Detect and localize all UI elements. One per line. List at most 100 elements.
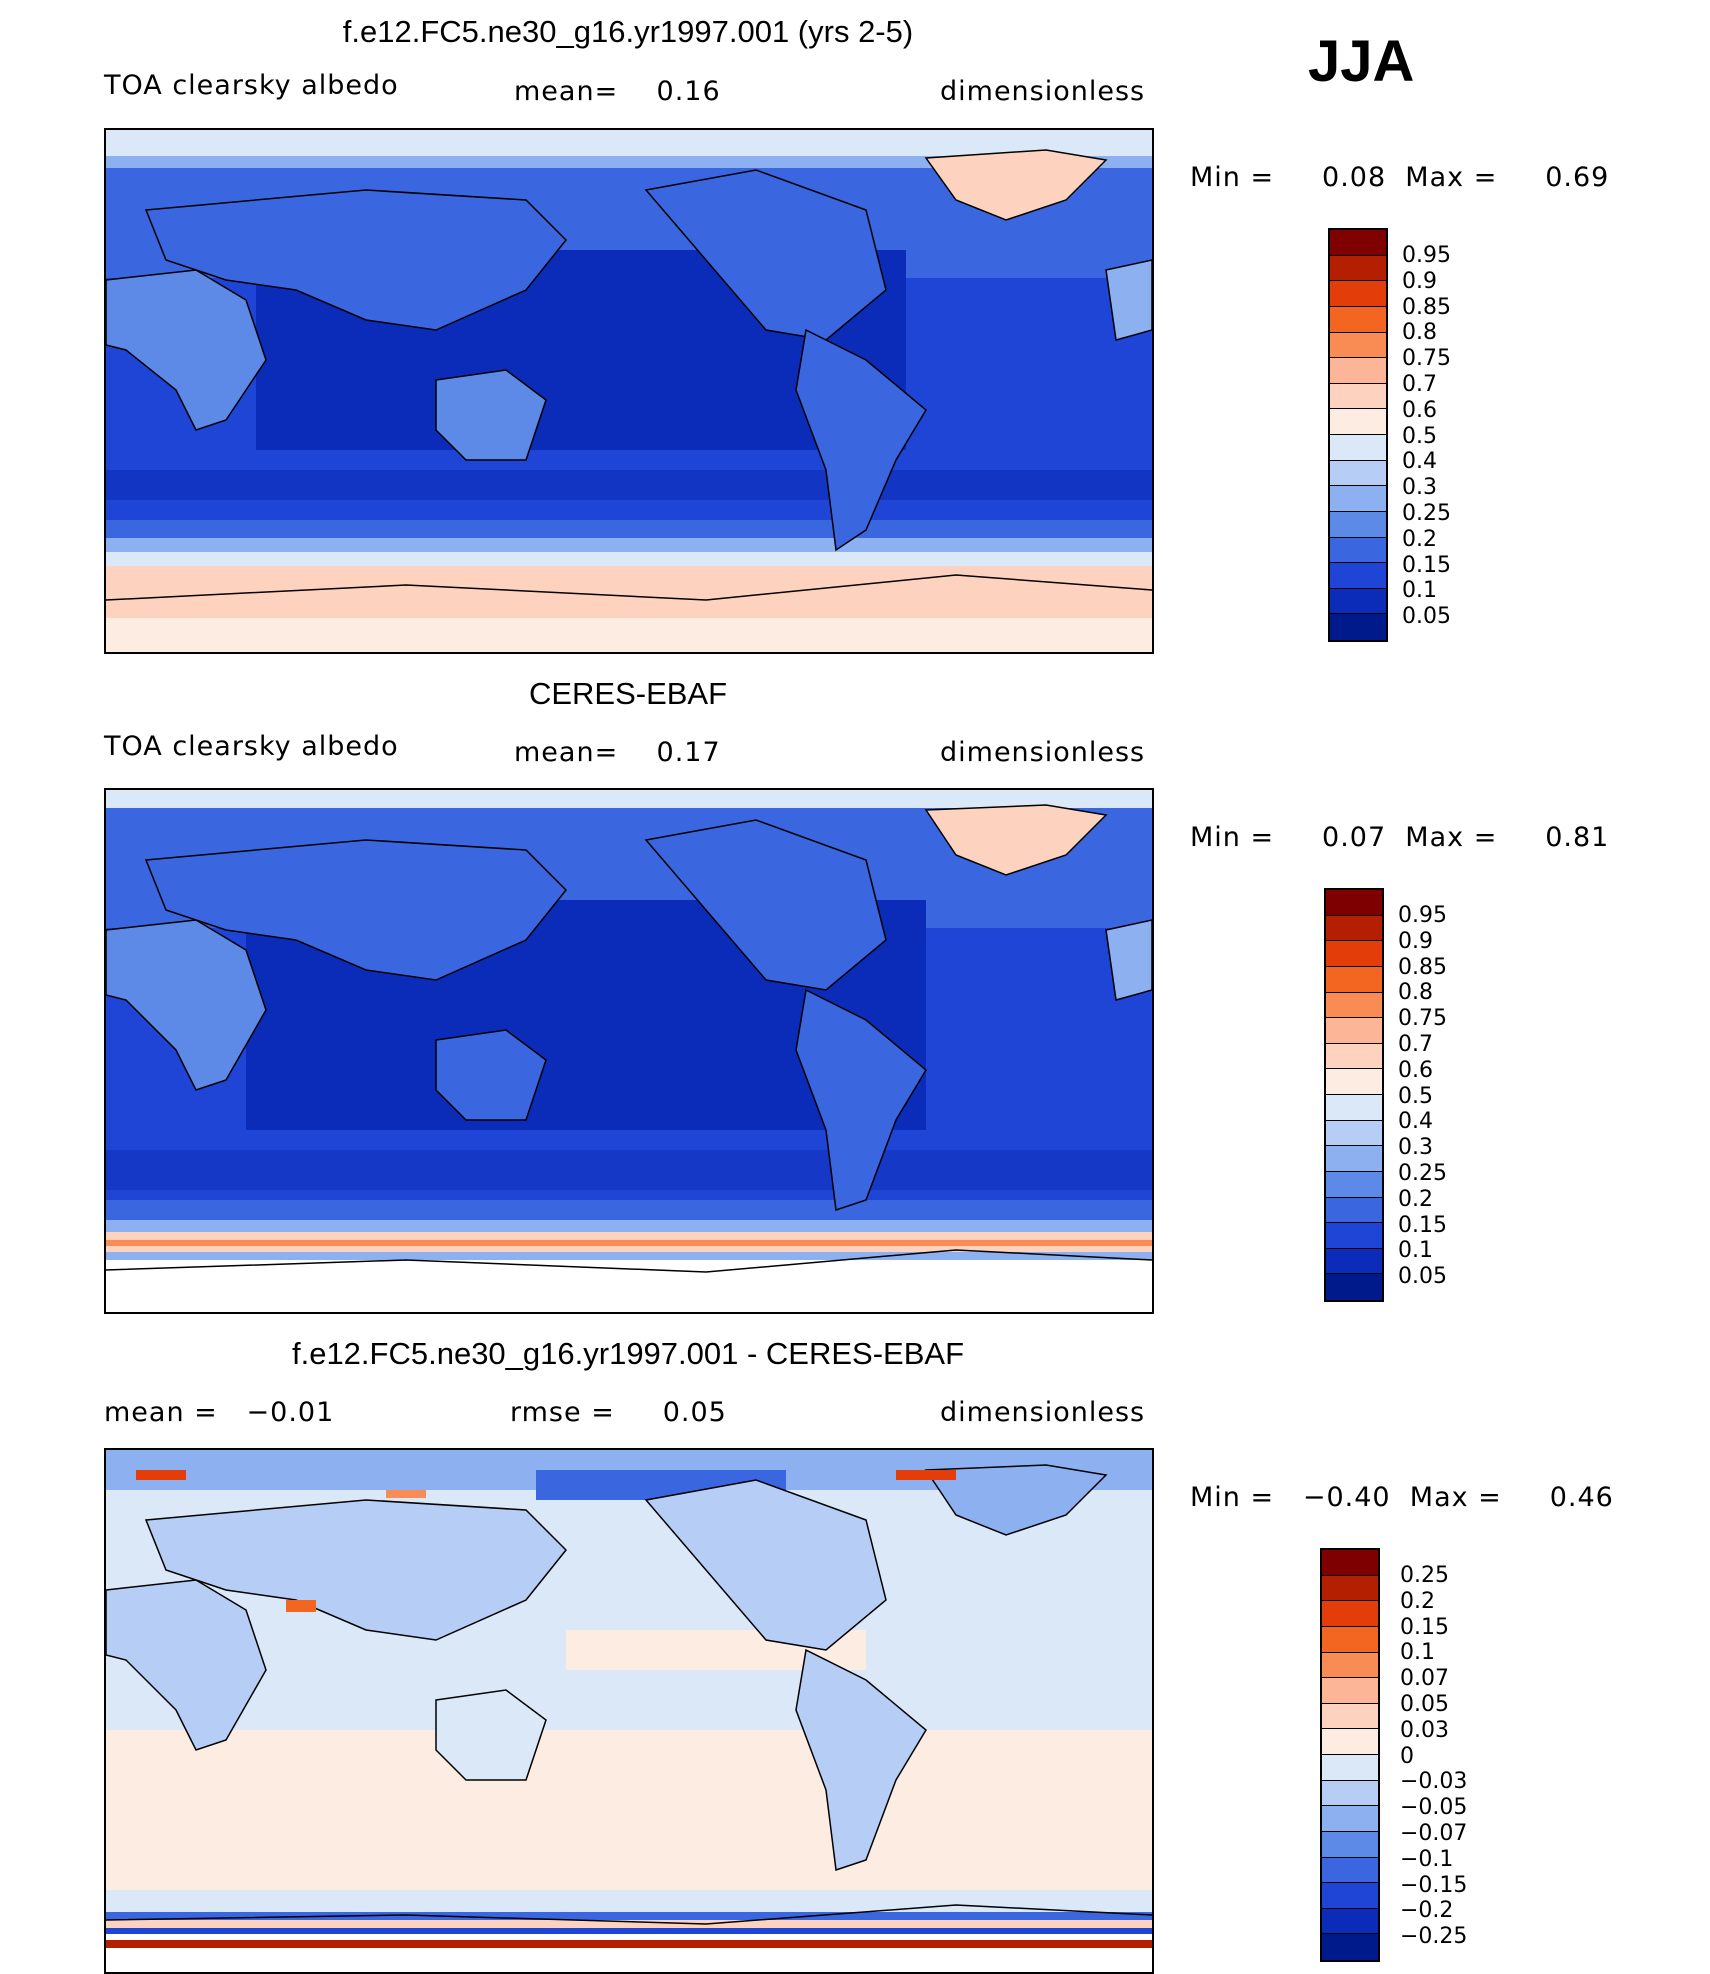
colorbar-swatch <box>1322 1806 1378 1832</box>
colorbar-level-label: 0.9 <box>1398 928 1433 954</box>
colorbar-level-label: −0.07 <box>1400 1820 1468 1846</box>
colorbar-swatch <box>1322 1601 1378 1627</box>
colorbar-swatch <box>1330 332 1386 359</box>
colorbar-level-label: 0.95 <box>1402 243 1451 268</box>
colorbar-swatch <box>1330 230 1386 256</box>
panel-1-colorbar-labels: 0.95 0.9 0.85 0.8 0.75 0.7 0.6 0.5 0.4 0.3 0.25 0.2… <box>1402 243 1451 630</box>
panel-3-title: f.e12.FC5.ne30_g16.yr1997.001 - CERES-EB… <box>291 1336 965 1371</box>
colorbar-level-label: 0.05 <box>1398 1264 1447 1290</box>
colorbar-swatch <box>1330 255 1386 282</box>
colorbar-level-label: 0.85 <box>1402 294 1451 320</box>
colorbar-swatch <box>1322 1780 1378 1807</box>
colorbar-level-label: 0.3 <box>1398 1135 1433 1161</box>
colorbar-level-label: 0.2 <box>1400 1588 1435 1614</box>
colorbar-swatch <box>1326 1248 1382 1275</box>
colorbar-swatch <box>1330 281 1386 307</box>
colorbar-swatch <box>1330 537 1386 564</box>
colorbar-level-label: 0.1 <box>1402 578 1437 604</box>
panel-1-variable-label: TOA clearsky albedo <box>104 70 399 101</box>
colorbar-level-label: 0.2 <box>1398 1186 1433 1212</box>
panel-3-map <box>104 1448 1154 1974</box>
colorbar-swatch <box>1326 1069 1382 1095</box>
colorbar-swatch <box>1322 1831 1378 1858</box>
colorbar-swatch <box>1330 460 1386 487</box>
panel-3-minmax: Min = −0.40 Max = 0.46 <box>1190 1482 1614 1513</box>
colorbar-level-label: 0.1 <box>1400 1640 1435 1666</box>
colorbar-swatch <box>1322 1550 1378 1576</box>
colorbar-level-label: 0.4 <box>1398 1109 1433 1135</box>
colorbar-swatch <box>1330 358 1386 384</box>
panel-2-colorbar <box>1324 888 1384 1302</box>
colorbar-level-label: 0.5 <box>1398 1083 1433 1109</box>
panel-2-colorbar-labels: 0.95 0.9 0.85 0.8 0.75 0.7 0.6 0.5 0.4 0.3 0.25 0.2… <box>1398 903 1447 1290</box>
colorbar-level-label: 0.75 <box>1402 346 1451 372</box>
colorbar-level-label: 0.85 <box>1398 954 1447 980</box>
colorbar-level-label: 0.7 <box>1398 1031 1433 1057</box>
panel-2-map <box>104 788 1154 1314</box>
colorbar-swatch <box>1322 1934 1378 1960</box>
colorbar-level-label: 0.8 <box>1398 980 1433 1006</box>
colorbar-level-label: 0.6 <box>1402 397 1437 423</box>
colorbar-swatch <box>1330 383 1386 410</box>
panel-2-variable-label: TOA clearsky albedo <box>104 731 399 762</box>
panel-1-title: f.e12.FC5.ne30_g16.yr1997.001 (yrs 2-5) <box>342 14 914 49</box>
colorbar-level-label: 0.05 <box>1400 1691 1449 1717</box>
panel-3-colorbar-labels: 0.25 0.2 0.15 0.1 0.07 0.05 0.03 0 −0.03 −0.05 −0.… <box>1400 1563 1467 1950</box>
season-label: JJA <box>1308 29 1415 94</box>
colorbar-level-label: 0.3 <box>1402 475 1437 501</box>
colorbar-swatch <box>1326 915 1382 942</box>
colorbar-swatch <box>1330 435 1386 461</box>
colorbar-level-label: 0.15 <box>1400 1614 1449 1640</box>
colorbar-level-label: 0.25 <box>1400 1563 1449 1588</box>
colorbar-swatch <box>1330 614 1386 640</box>
colorbar-swatch <box>1326 1018 1382 1044</box>
colorbar-swatch <box>1326 941 1382 967</box>
colorbar-level-label: 0.75 <box>1398 1006 1447 1032</box>
colorbar-swatch <box>1330 409 1386 435</box>
colorbar-level-label: 0.25 <box>1402 500 1451 526</box>
colorbar-level-label: 0.15 <box>1398 1212 1447 1238</box>
colorbar-swatch <box>1322 1755 1378 1781</box>
panel-3-units: dimensionless <box>940 1397 1146 1428</box>
colorbar-level-label: −0.25 <box>1400 1924 1468 1950</box>
colorbar-swatch <box>1322 1883 1378 1909</box>
colorbar-swatch <box>1326 890 1382 916</box>
colorbar-swatch <box>1330 486 1386 512</box>
panel-1-units: dimensionless <box>940 76 1146 107</box>
panel-1-colorbar <box>1328 228 1388 642</box>
colorbar-level-label: 0.5 <box>1402 423 1437 449</box>
panel-3-rmse: rmse = 0.05 <box>510 1397 727 1428</box>
colorbar-swatch <box>1322 1652 1378 1679</box>
colorbar-level-label: 0.1 <box>1398 1238 1433 1264</box>
colorbar-swatch <box>1330 588 1386 615</box>
panel-2-mean: mean= 0.17 <box>514 737 721 768</box>
colorbar-level-label: −0.15 <box>1400 1872 1468 1898</box>
colorbar-level-label: 0.2 <box>1402 526 1437 552</box>
colorbar-level-label: −0.05 <box>1400 1795 1468 1821</box>
colorbar-swatch <box>1326 1146 1382 1172</box>
colorbar-level-label: 0 <box>1400 1743 1414 1769</box>
panel-1-map <box>104 128 1154 654</box>
colorbar-swatch <box>1330 511 1386 538</box>
colorbar-swatch <box>1322 1703 1378 1730</box>
colorbar-level-label: −0.2 <box>1400 1898 1454 1924</box>
colorbar-level-label: 0.6 <box>1398 1057 1433 1083</box>
colorbar-swatch <box>1326 1197 1382 1224</box>
panel-2-units: dimensionless <box>940 737 1146 768</box>
colorbar-level-label: 0.15 <box>1402 552 1451 578</box>
colorbar-swatch <box>1322 1626 1378 1653</box>
colorbar-level-label: 0.03 <box>1400 1717 1449 1743</box>
panel-2-minmax: Min = 0.07 Max = 0.81 <box>1190 822 1610 853</box>
colorbar-swatch <box>1322 1908 1378 1935</box>
colorbar-swatch <box>1322 1729 1378 1755</box>
colorbar-swatch <box>1326 1171 1382 1198</box>
colorbar-swatch <box>1326 992 1382 1019</box>
colorbar-level-label: −0.1 <box>1400 1846 1454 1872</box>
colorbar-level-label: 0.07 <box>1400 1666 1449 1692</box>
colorbar-swatch <box>1326 1120 1382 1147</box>
panel-3-colorbar <box>1320 1548 1380 1962</box>
colorbar-level-label: 0.95 <box>1398 903 1447 928</box>
colorbar-swatch <box>1322 1678 1378 1704</box>
panel-3-mean: mean = −0.01 <box>104 1397 335 1428</box>
colorbar-swatch <box>1326 1223 1382 1249</box>
